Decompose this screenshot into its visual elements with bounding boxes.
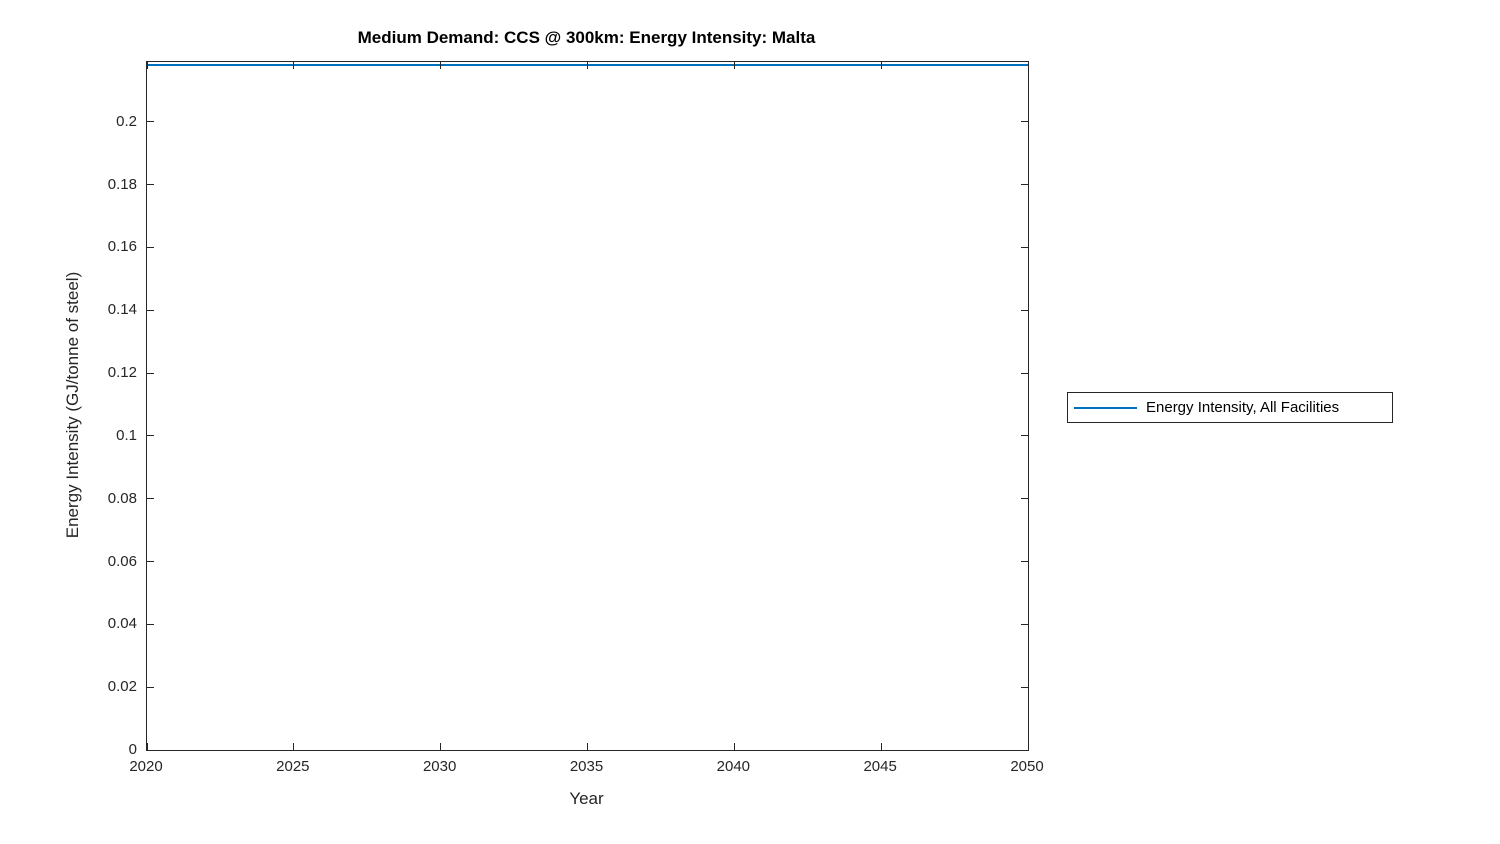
y-tick-mark-right — [1021, 749, 1028, 751]
x-tick-label: 2050 — [1010, 758, 1044, 775]
x-tick-label: 2045 — [863, 758, 897, 775]
plot-area — [146, 61, 1029, 751]
x-tick-mark-top — [587, 62, 588, 69]
y-tick-mark — [147, 246, 154, 248]
y-tick-mark — [147, 749, 154, 751]
x-tick-label: 2030 — [422, 758, 457, 775]
x-tick-mark-top — [733, 62, 735, 69]
y-tick-label: 0.16 — [107, 238, 137, 256]
x-tick-mark — [880, 743, 882, 750]
y-tick-mark — [147, 686, 154, 688]
y-tick-label: 0.02 — [107, 678, 137, 696]
y-tick-label: 0.18 — [107, 175, 137, 193]
x-tick-label: 2040 — [716, 758, 751, 775]
x-axis-label: Year — [569, 789, 604, 808]
x-tick-mark — [733, 743, 735, 750]
y-tick-mark — [147, 372, 154, 374]
x-tick-mark-top — [880, 62, 882, 69]
x-tick-mark — [440, 743, 442, 750]
y-tick-mark-right — [1021, 372, 1028, 374]
x-tick-mark — [293, 743, 295, 750]
x-tick-label: 2025 — [276, 758, 310, 775]
y-tick-label: 0.14 — [107, 301, 137, 319]
y-tick-mark-right — [1021, 498, 1028, 500]
y-tick-mark-right — [1021, 309, 1028, 311]
x-tick-mark-top — [1027, 62, 1029, 69]
y-tick-mark-right — [1021, 686, 1028, 688]
y-tick-mark-right — [1021, 561, 1028, 562]
x-tick-mark-top — [146, 62, 148, 69]
x-tick-label: 2020 — [129, 758, 163, 775]
legend-label: Energy Intensity, All Facilities — [1146, 399, 1340, 416]
x-tick-mark — [587, 743, 588, 750]
y-tick-mark-right — [1021, 246, 1028, 248]
y-tick-label: 0.2 — [116, 112, 137, 130]
x-tick-mark — [1027, 743, 1029, 750]
y-tick-mark-right — [1021, 435, 1028, 437]
y-tick-label: 0.1 — [116, 426, 137, 444]
y-tick-mark — [147, 623, 154, 625]
y-tick-label: 0.08 — [107, 489, 137, 507]
y-tick-mark — [147, 309, 154, 311]
y-tick-mark-right — [1021, 184, 1028, 186]
x-tick-mark-top — [440, 62, 442, 69]
y-tick-mark — [147, 561, 154, 562]
y-tick-mark — [147, 498, 154, 500]
y-tick-label: 0 — [128, 741, 137, 758]
y-tick-label: 0.12 — [107, 364, 137, 381]
legend: Energy Intensity, All Facilities — [1067, 392, 1393, 423]
x-tick-mark-top — [293, 62, 295, 69]
y-tick-mark-right — [1021, 121, 1028, 123]
x-tick-mark — [146, 743, 148, 750]
y-tick-mark — [147, 184, 154, 186]
x-tick-label: 2035 — [569, 758, 604, 775]
y-tick-mark — [147, 435, 154, 437]
legend-line-sample — [1074, 406, 1137, 409]
y-tick-label: 0.06 — [107, 552, 137, 570]
chart-title: Medium Demand: CCS @ 300km: Energy Inten… — [357, 28, 816, 47]
y-tick-label: 0.04 — [107, 615, 137, 633]
y-tick-mark-right — [1021, 623, 1028, 625]
y-tick-mark — [147, 121, 154, 123]
